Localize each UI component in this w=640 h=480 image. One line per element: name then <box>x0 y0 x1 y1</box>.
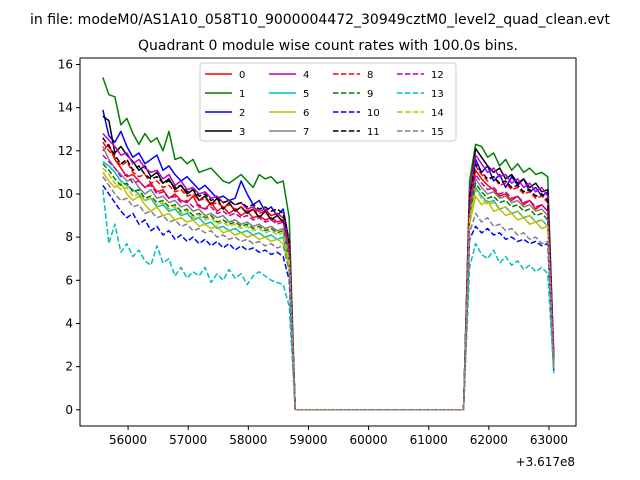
y-tick-label-16: 16 <box>58 57 73 71</box>
x-tick-label-59000: 59000 <box>289 433 327 447</box>
series-line-15 <box>102 176 555 411</box>
legend-label-10: 10 <box>367 108 380 119</box>
y-tick-label-8: 8 <box>65 230 73 244</box>
y-tick-label-12: 12 <box>58 144 73 158</box>
chart-title: Quadrant 0 module wise count rates with … <box>138 38 518 54</box>
legend-label-14: 14 <box>431 108 444 119</box>
x-axis: 56000 57000 58000 59000 60000 61000 62000 63000 <box>109 426 568 447</box>
legend-label-15: 15 <box>431 127 444 138</box>
legend-label-13: 13 <box>431 89 444 100</box>
legend-label-5: 5 <box>303 89 309 100</box>
series-group <box>102 77 555 411</box>
y-axis: 0 2 4 6 8 10 12 14 16 <box>58 57 80 417</box>
x-tick-label-56000: 56000 <box>109 433 147 447</box>
y-tick-label-2: 2 <box>65 360 73 374</box>
plot-frame <box>79 57 577 427</box>
legend-label-7: 7 <box>303 127 309 138</box>
legend-label-8: 8 <box>367 70 373 81</box>
legend-label-2: 2 <box>239 108 245 119</box>
x-tick-label-58000: 58000 <box>229 433 267 447</box>
series-line-12 <box>102 154 555 411</box>
legend-label-4: 4 <box>303 70 309 81</box>
legend-label-0: 0 <box>239 70 245 81</box>
legend-label-1: 1 <box>239 89 245 100</box>
series-line-9 <box>102 163 555 411</box>
legend-label-9: 9 <box>367 89 373 100</box>
y-tick-label-10: 10 <box>58 187 73 201</box>
x-tick-label-60000: 60000 <box>349 433 387 447</box>
y-tick-label-6: 6 <box>65 273 73 287</box>
y-tick-label-14: 14 <box>58 101 73 115</box>
x-tick-label-61000: 61000 <box>410 433 448 447</box>
x-tick-label-57000: 57000 <box>169 433 207 447</box>
series-line-10 <box>102 184 555 411</box>
legend-label-3: 3 <box>239 127 245 138</box>
legend-label-6: 6 <box>303 108 309 119</box>
legend-label-12: 12 <box>431 70 444 81</box>
legend-label-11: 11 <box>367 127 380 138</box>
x-offset-label: +3.617e8 <box>516 455 575 469</box>
y-tick-label-4: 4 <box>65 316 73 330</box>
legend-box <box>199 62 457 142</box>
x-tick-label-62000: 62000 <box>470 433 508 447</box>
figure-suptitle: in file: modeM0/AS1A10_058T10_9000004472… <box>30 12 611 28</box>
x-tick-label-63000: 63000 <box>530 433 568 447</box>
y-tick-label-0: 0 <box>65 403 73 417</box>
